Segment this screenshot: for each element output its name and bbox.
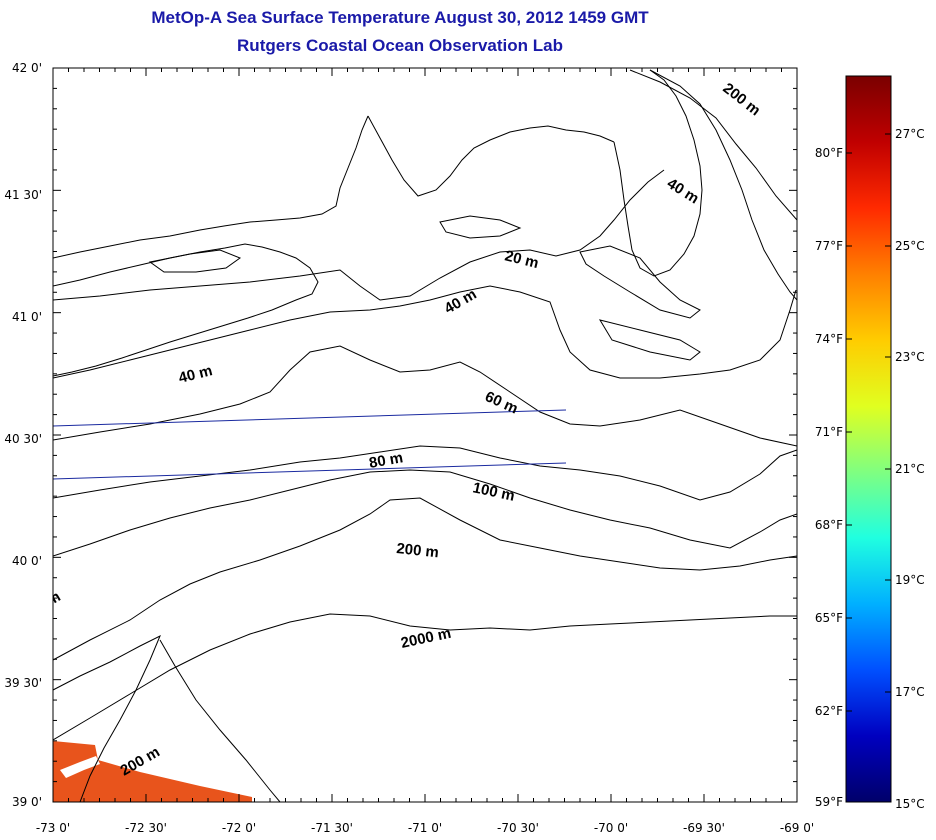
lon-tick-label: -70 30' xyxy=(497,821,539,835)
lat-tick-label: 41 0' xyxy=(12,310,42,324)
colorbar-c-label: 21°C xyxy=(895,462,925,476)
map-subtitle: Rutgers Coastal Ocean Observation Lab xyxy=(237,36,563,55)
lat-tick-label: 41 30' xyxy=(4,188,42,202)
lon-tick-label: -71 0' xyxy=(408,821,442,835)
lat-tick-labels: 39 0' 39 30' 40 0' 40 30' 41 0' 41 30' 4… xyxy=(4,61,42,809)
colorbar-f-label: 74°F xyxy=(815,332,843,346)
lon-tick-label: -69 30' xyxy=(683,821,725,835)
contour-deep-canyon xyxy=(53,634,281,802)
colorbar-f-label: 77°F xyxy=(815,239,843,253)
colorbar-fahrenheit-labels: 80°F 77°F 74°F 71°F 68°F 65°F 62°F 59°F xyxy=(815,146,843,809)
contour-label-40m-c: 40 m xyxy=(664,175,702,208)
contour-60m xyxy=(53,345,797,447)
map-layers: 20 m 40 m 40 m 40 m 60 m 80 m 100 m 200 … xyxy=(44,69,797,802)
contour-label-80m: 80 m xyxy=(368,449,405,472)
coastline-cape-cod xyxy=(613,69,703,277)
colorbar-c-label: 17°C xyxy=(895,685,925,699)
transect-line-south xyxy=(53,462,567,480)
coastline-connecticut xyxy=(53,115,369,259)
lat-tick-label: 42 0' xyxy=(12,61,42,75)
colorbar xyxy=(845,75,892,803)
contour-40m-inner xyxy=(53,285,797,379)
lat-tick-label: 39 30' xyxy=(4,676,42,690)
lat-tick-label: 40 30' xyxy=(4,432,42,446)
lon-tick-label: -70 0' xyxy=(594,821,628,835)
lon-tick-label: -72 0' xyxy=(222,821,256,835)
contour-2000m xyxy=(53,613,797,741)
lat-tick-label: 39 0' xyxy=(12,795,42,809)
lon-tick-label: -69 0' xyxy=(780,821,814,835)
map-title: MetOp-A Sea Surface Temperature August 3… xyxy=(151,8,649,27)
colorbar-f-label: 80°F xyxy=(815,146,843,160)
sst-data-gap xyxy=(60,756,100,778)
colorbar-f-label: 59°F xyxy=(815,795,843,809)
contour-label-partial: m xyxy=(44,588,64,609)
lat-tick-label: 40 0' xyxy=(12,554,42,568)
contour-label-200m-b: 200 m xyxy=(720,80,764,120)
coastline-islands xyxy=(148,215,701,361)
colorbar-f-label: 62°F xyxy=(815,704,843,718)
lon-tick-labels: -73 0' -72 30' -72 0' -71 30' -71 0' -70… xyxy=(36,821,814,835)
transect-line-north xyxy=(53,409,567,427)
colorbar-f-label: 71°F xyxy=(815,425,843,439)
contour-200m-ne xyxy=(629,69,797,221)
contour-label-2000m: 2000 m xyxy=(399,625,452,652)
contour-100m xyxy=(53,469,797,557)
colorbar-celsius-labels: 27°C 25°C 23°C 21°C 19°C 17°C 15°C xyxy=(895,127,925,811)
contour-label-40m-a: 40 m xyxy=(442,286,480,318)
contour-20m xyxy=(53,169,665,301)
contour-200m-main xyxy=(53,497,797,661)
colorbar-f-label: 68°F xyxy=(815,518,843,532)
contour-label-40m-b: 40 m xyxy=(177,362,214,387)
lon-tick-label: -71 30' xyxy=(311,821,353,835)
colorbar-ticks xyxy=(846,133,891,803)
contour-label-200m-a: 200 m xyxy=(396,540,440,561)
colorbar-c-label: 19°C xyxy=(895,573,925,587)
map-frame xyxy=(52,67,798,803)
coastline-long-island xyxy=(53,243,319,377)
lon-tick-label: -72 30' xyxy=(125,821,167,835)
contour-label-100m: 100 m xyxy=(471,479,516,504)
sst-data-patch xyxy=(53,741,252,802)
contour-80m xyxy=(53,445,797,501)
contour-label-60m: 60 m xyxy=(482,388,520,417)
coastline-rhode-island xyxy=(367,115,615,197)
lon-tick-label: -73 0' xyxy=(36,821,70,835)
colorbar-c-label: 15°C xyxy=(895,797,925,811)
contour-40m-outer xyxy=(649,69,797,301)
map-axis-ticks xyxy=(52,67,798,803)
colorbar-f-label: 65°F xyxy=(815,611,843,625)
colorbar-c-label: 25°C xyxy=(895,239,925,253)
colorbar-c-label: 27°C xyxy=(895,127,925,141)
colorbar-c-label: 23°C xyxy=(895,350,925,364)
